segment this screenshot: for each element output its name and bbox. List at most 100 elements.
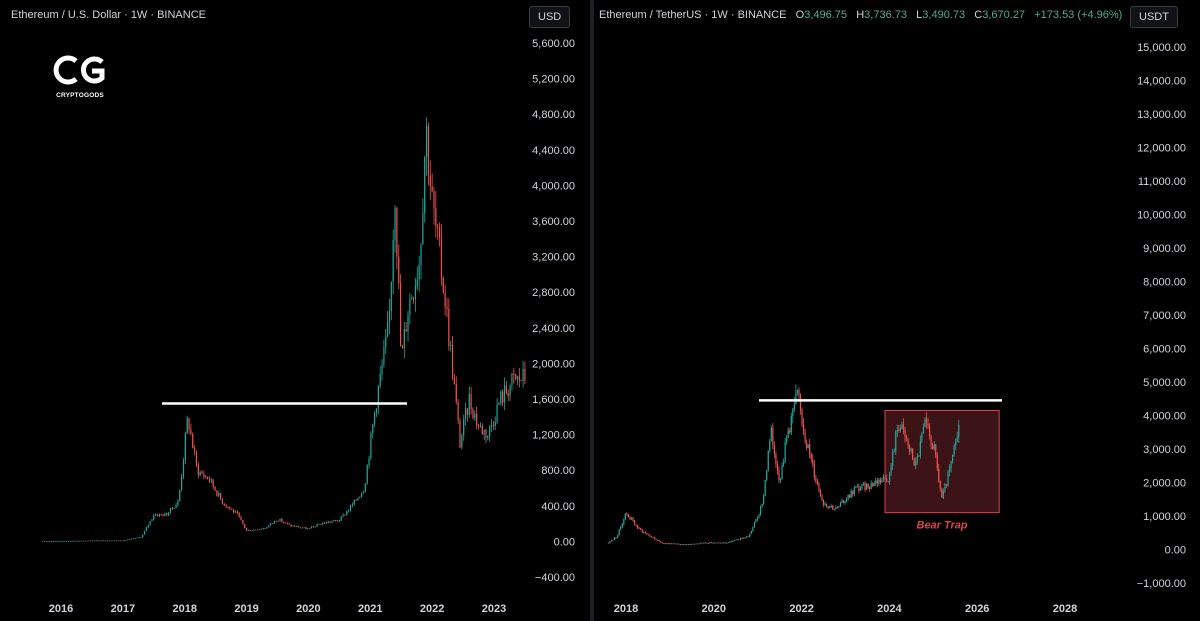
candle-body: [338, 520, 340, 522]
candle-body: [479, 425, 481, 427]
candle-body: [359, 496, 361, 499]
candle-body: [314, 526, 316, 528]
candle-body: [778, 470, 780, 481]
candle-body: [904, 429, 906, 437]
candle-body: [862, 482, 865, 484]
left-chart-canvas[interactable]: 5,600.00 5,200.00 4,800.00 4,400.00 4,000.00…: [0, 0, 590, 621]
y-tick-label: 2,800.00: [532, 287, 575, 299]
candle-body: [644, 532, 646, 534]
candle-body: [349, 505, 352, 511]
candle-body: [344, 514, 346, 516]
candle-body: [746, 536, 748, 538]
candle-body: [335, 520, 337, 521]
candle-body: [905, 436, 908, 440]
candle-body: [939, 481, 941, 489]
candle-body: [769, 440, 771, 451]
candle-body: [955, 441, 957, 446]
candle-body: [463, 419, 465, 436]
left-chart-panel: Ethereum / U.S. Dollar · 1W · BINANCE US…: [0, 0, 590, 621]
candle-body: [638, 528, 640, 529]
candle-body: [41, 541, 44, 543]
candle-body: [887, 481, 889, 483]
candle-body: [437, 226, 439, 228]
candle-body: [876, 480, 878, 484]
candle-body: [948, 468, 951, 472]
candle-body: [56, 541, 58, 542]
candle-body: [500, 391, 502, 404]
candle-body: [908, 446, 911, 452]
candle-body: [715, 542, 717, 544]
candle-body: [663, 543, 665, 545]
candle-body: [286, 522, 288, 524]
candle-body: [930, 435, 932, 446]
candle-body: [896, 429, 898, 432]
candle-body: [236, 511, 238, 514]
candle-body: [829, 506, 831, 508]
y-tick-label: 1,000.00: [1143, 511, 1186, 523]
candle-body: [292, 525, 294, 527]
candle-body: [503, 385, 506, 403]
panel-divider[interactable]: [590, 0, 594, 621]
candle-body: [82, 540, 84, 542]
candle-body: [750, 531, 752, 534]
candle-body: [910, 448, 912, 452]
candle-body: [383, 347, 385, 365]
candle-body: [97, 540, 99, 542]
candle-body: [864, 482, 866, 490]
candle-body: [262, 528, 264, 530]
candle-body: [859, 488, 862, 491]
candle-body: [329, 521, 331, 523]
right-chart-canvas[interactable]: 15,000.00 14,000.00 13,000.00 12,000.00 11,0…: [594, 0, 1200, 621]
candle-body: [288, 523, 290, 525]
y-tick-label: 3,000.00: [1143, 444, 1186, 456]
candle-body: [907, 439, 909, 447]
candle-body: [331, 521, 333, 523]
candle-body: [117, 540, 120, 542]
candle-body: [203, 473, 205, 477]
candle-body: [396, 207, 398, 257]
candle-body: [476, 413, 478, 425]
candle-body: [673, 543, 676, 545]
candle-body: [723, 542, 725, 544]
candle-body: [444, 292, 446, 307]
candle-body: [873, 482, 875, 486]
candle-body: [325, 522, 327, 524]
candle-body: [370, 433, 372, 459]
y-tick-label: −1,000.00: [1137, 578, 1186, 590]
candle-body: [78, 540, 81, 542]
candle-body: [853, 487, 855, 495]
candle-body: [615, 537, 617, 539]
candle-body: [781, 464, 783, 480]
candle-body: [511, 373, 513, 386]
candle-body: [752, 526, 754, 532]
right-currency-button[interactable]: USDT: [1130, 6, 1178, 28]
candle-body: [184, 433, 186, 461]
candle-body: [872, 483, 874, 486]
candle-body: [647, 534, 649, 536]
candle-body: [698, 543, 700, 545]
left-currency-button[interactable]: USD: [529, 6, 571, 28]
candle-body: [775, 453, 777, 465]
candle-body: [385, 336, 387, 348]
candle-body: [136, 537, 138, 539]
candle-body: [941, 488, 943, 498]
candle-body: [438, 227, 441, 238]
candle-body: [271, 523, 274, 524]
candle-body: [307, 528, 309, 530]
candle-body: [368, 458, 370, 466]
x-tick-label: 2019: [234, 603, 258, 615]
candle-body: [913, 459, 915, 466]
candle-body: [664, 543, 666, 545]
candle-body: [838, 506, 840, 508]
candle-body: [121, 540, 123, 542]
candle-body: [809, 444, 811, 455]
candle-body: [142, 534, 144, 538]
candle-body: [652, 537, 654, 539]
candle-body: [787, 430, 789, 438]
candle-body: [381, 364, 383, 374]
ohlc-close-label: C: [974, 9, 983, 21]
candle-body: [718, 542, 720, 544]
y-tick-label: 11,000.00: [1138, 176, 1186, 188]
candle-body: [140, 537, 142, 539]
candle-body: [678, 543, 680, 545]
